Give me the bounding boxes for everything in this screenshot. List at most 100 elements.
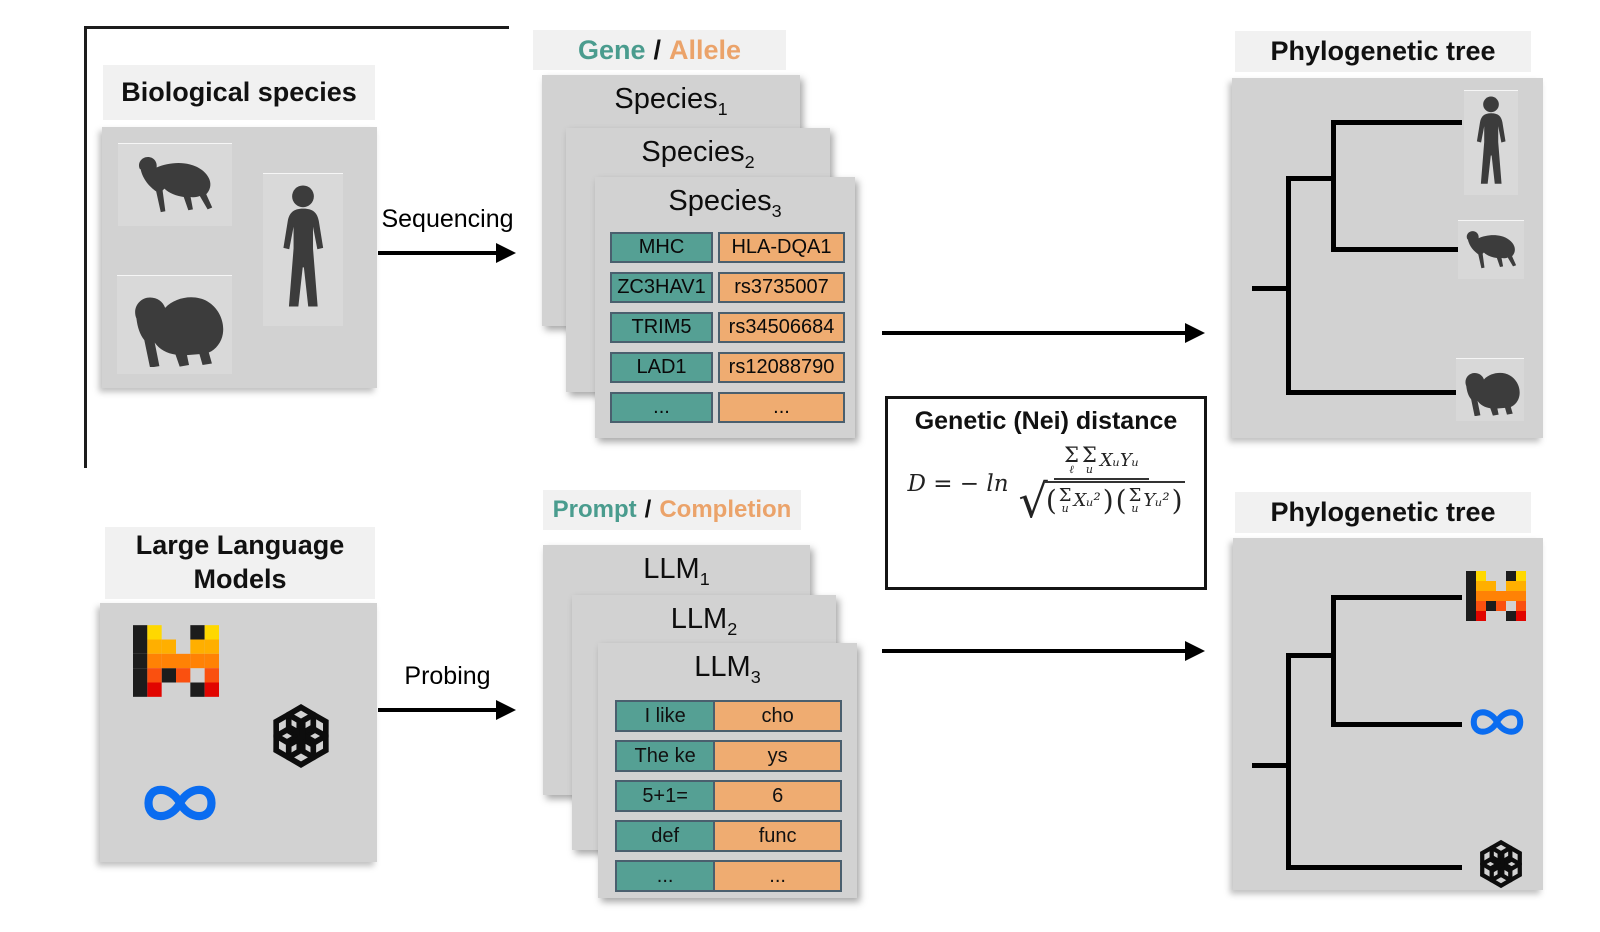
sum-index: u [1085,462,1093,476]
probing-arrow-line [378,708,498,712]
completion-cell-text: ... [769,864,786,887]
llm1-card-title: LLM1 [543,553,810,590]
species-to-tree-arrow-line [882,331,1185,335]
completion-label: Completion [659,496,792,523]
denominator-term-y: Yᵤ² [1143,490,1170,512]
llm-title-line2: Models [193,564,287,594]
llm-panel [100,603,377,862]
prompt-cell-text: I like [644,704,686,727]
prompt-completion-separator: / [644,496,652,523]
tree-bottom-mistral-branch [1331,595,1462,600]
prompt-cell-text: The ke [634,744,696,767]
gene-cell-text: MHC [638,236,685,258]
prompt-completion-row: def func [615,820,842,852]
llm3-sub: 3 [750,666,761,687]
human-thumb [263,173,343,326]
tree-bottom-meta-branch [1331,722,1462,727]
nei-distance-title-text: Genetic (Nei) distance [914,407,1178,435]
tree-top-title-text: Phylogenetic tree [1270,35,1496,66]
completion-cell: 6 [713,782,840,810]
gene-allele-header: Gene / Allele [533,30,786,70]
chimpanzee-thumb [118,143,232,226]
sum-index: u [1131,501,1139,515]
radical-sign: √ [1018,473,1048,528]
gorilla-thumb [117,275,232,374]
sigma: Σ [1064,443,1080,467]
mistral-logo-icon [133,625,219,697]
species1-card-title: Species1 [542,83,800,120]
meta-logo-icon [1466,699,1528,745]
formula-lhs: D = − ln [907,471,1009,498]
paren: ( [1045,483,1057,517]
allele-cell: ... [718,392,845,423]
sum-index: u [1061,501,1069,515]
species3-base: Species [668,185,772,217]
tree-bottom-title: Phylogenetic tree [1235,492,1531,533]
tree-bottom-main-vertical [1286,653,1291,870]
llm-to-tree-arrow-line [882,649,1185,653]
allele-cell-text: ... [773,396,790,418]
allele-label: Allele [669,34,742,65]
chimpanzee-silhouette-icon [1466,231,1517,269]
human-silhouette-icon [283,185,324,307]
completion-cell-text: cho [761,704,794,727]
llm2-card-title: LLM2 [572,603,836,640]
tree-bottom-title-text: Phylogenetic tree [1270,496,1496,527]
tree-bottom-upper-vertical [1331,595,1336,727]
tree-top-upper-vertical [1331,120,1336,252]
figure-frame-left-line [84,26,87,468]
meta-logo-icon [138,775,222,831]
species3-sub: 3 [771,200,782,221]
probing-arrow-head [496,700,516,720]
llm-to-tree-arrow-head [1185,641,1205,661]
tree-top-title: Phylogenetic tree [1235,31,1531,72]
gorilla-silhouette-icon [1465,372,1520,416]
allele-cell-text: rs12088790 [728,356,835,378]
gene-cell: LAD1 [610,352,713,383]
prompt-label: Prompt [552,496,637,523]
sequencing-arrow-head [496,243,516,263]
species1-sub: 1 [717,98,728,119]
llm2-base: LLM [670,603,728,635]
gene-cell-text: ... [653,396,670,418]
completion-cell: func [713,822,840,850]
allele-cell: rs34506684 [718,312,845,343]
tree-top-root-stub [1252,286,1288,291]
figure-frame-top-line [84,26,509,29]
human-silhouette-icon [1476,96,1506,184]
llm2-sub: 2 [727,618,738,639]
prompt-cell-text: ... [656,864,674,887]
tree-bottom-openai-branch [1286,865,1462,870]
sequencing-arrow-line [378,251,498,255]
gene-cell-text: TRIM5 [631,316,692,338]
gene-cell-text: LAD1 [636,356,687,378]
prompt-cell-text: 5+1= [642,784,688,807]
gene-cell: ZC3HAV1 [610,272,713,303]
llm1-sub: 1 [699,568,710,589]
allele-cell-text: rs34506684 [728,316,835,338]
tree-top-chimp-branch [1331,247,1462,252]
sigma: Σ [1058,484,1072,506]
tree-gorilla-thumb [1456,358,1524,421]
completion-cell: ys [713,742,840,770]
llm3-card: LLM3 I like cho The ke ys 5+1= 6 def fun… [598,643,857,898]
allele-cell: HLA-DQA1 [718,232,845,263]
tree-top-gorilla-branch [1286,390,1462,395]
prompt-completion-row: ... ... [615,860,842,892]
completion-cell: cho [713,702,840,730]
gene-allele-separator: / [653,34,661,65]
species2-base: Species [641,136,745,168]
prompt-completion-row: 5+1= 6 [615,780,842,812]
biological-species-panel [102,127,377,388]
sequencing-label: Sequencing [375,205,520,234]
paren: ( [1115,483,1127,517]
tree-bottom-split-branch [1286,653,1336,658]
gene-cell: MHC [610,232,713,263]
prompt-completion-row: The ke ys [615,740,842,772]
